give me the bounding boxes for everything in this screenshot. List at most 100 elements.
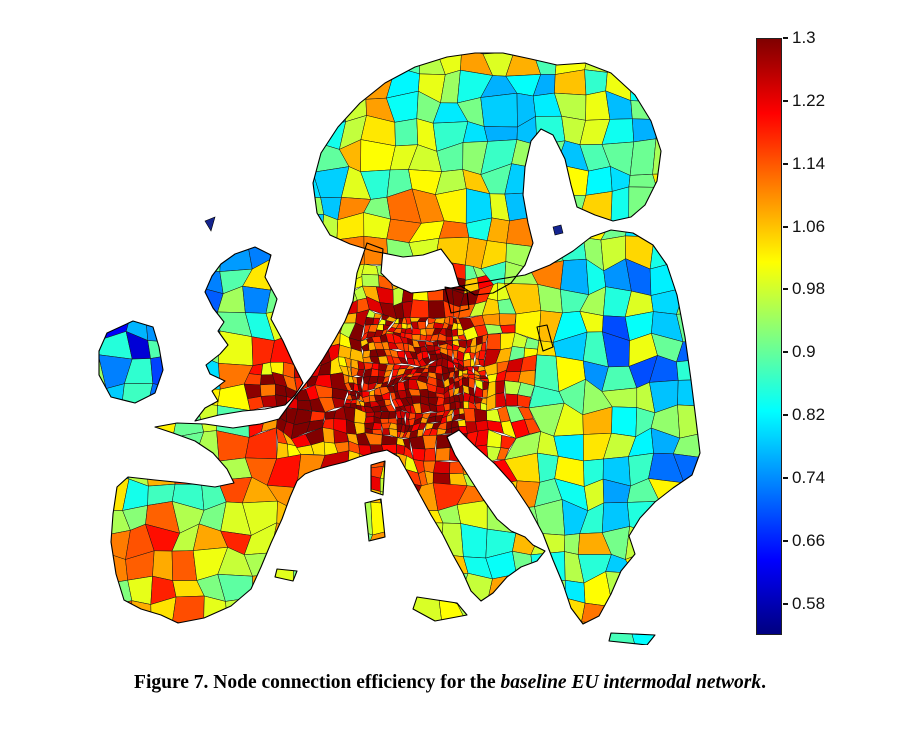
map-region-cell bbox=[122, 90, 150, 124]
map-region-cell bbox=[225, 597, 253, 624]
map-region-cell bbox=[339, 625, 372, 645]
map-region-cell bbox=[315, 305, 333, 319]
map-region-cell bbox=[193, 166, 229, 200]
map-region-cell bbox=[409, 575, 444, 597]
caption-text-suffix: . bbox=[761, 672, 766, 693]
map-region-cell bbox=[629, 66, 661, 103]
map-region-cell bbox=[724, 73, 755, 98]
map-region-cell bbox=[435, 259, 453, 277]
map-region-cell bbox=[388, 264, 404, 278]
map-region-cell bbox=[395, 406, 403, 412]
map-region-cell bbox=[242, 285, 271, 314]
map-region-cell bbox=[344, 577, 369, 607]
map-region-cell bbox=[289, 121, 317, 145]
map-region-cell bbox=[227, 622, 250, 645]
map-region-cell bbox=[217, 53, 253, 72]
map-region-cell bbox=[99, 403, 105, 440]
sardinia-outline bbox=[364, 498, 386, 542]
map-region-cell bbox=[721, 387, 753, 409]
map-region-cell bbox=[373, 313, 383, 319]
map-region-cell bbox=[529, 580, 566, 601]
map-region-cell bbox=[391, 275, 404, 291]
map-region-cell bbox=[425, 271, 444, 286]
map-region-cell bbox=[216, 119, 251, 145]
mallorca-outline bbox=[274, 568, 298, 582]
map-region-cell bbox=[461, 53, 485, 55]
map-region-cell bbox=[703, 117, 732, 145]
map-region-cell bbox=[699, 428, 700, 459]
map-region-cell bbox=[480, 92, 518, 128]
map-region-cell bbox=[653, 211, 674, 243]
map-region-cell bbox=[344, 382, 352, 391]
map-region-cell bbox=[390, 594, 413, 629]
map-region-cell bbox=[304, 312, 317, 327]
map-region-cell bbox=[55, 146, 85, 168]
map-region-cell bbox=[390, 480, 409, 496]
colorbar-tick-label: 0.58 bbox=[792, 593, 826, 613]
map-region-cell bbox=[122, 623, 154, 645]
map-region-cell bbox=[652, 548, 679, 577]
map-region-cell bbox=[124, 242, 158, 272]
map-region-cell bbox=[178, 138, 203, 170]
map-region-cell bbox=[458, 413, 466, 420]
map-region-cell bbox=[411, 334, 421, 341]
map-region-cell bbox=[625, 218, 661, 238]
map-region-cell bbox=[505, 393, 519, 407]
map-region-cell bbox=[173, 115, 203, 149]
map-region-cell bbox=[391, 356, 403, 365]
map-region-cell bbox=[707, 571, 728, 602]
map-region-cell bbox=[216, 95, 252, 122]
colorbar-tick-label: 1.06 bbox=[792, 216, 826, 236]
map-region-cell bbox=[363, 627, 392, 645]
map-region-cell bbox=[461, 461, 477, 475]
map-region-cell bbox=[201, 330, 221, 364]
map-region-cell bbox=[697, 140, 700, 170]
map-region-cell bbox=[585, 166, 613, 196]
map-region-cell bbox=[699, 311, 700, 344]
map-region-cell bbox=[247, 119, 273, 147]
map-region-cell bbox=[698, 477, 700, 511]
colorbar-tick-label: 1.3 bbox=[792, 28, 816, 47]
map-region-cell bbox=[483, 126, 518, 142]
map-region-cell bbox=[675, 595, 700, 624]
map-region-cell bbox=[318, 397, 336, 413]
map-region-cell bbox=[272, 53, 295, 55]
map-region-cell bbox=[606, 27, 635, 49]
map-region-cell bbox=[99, 625, 103, 645]
map-region-cell bbox=[675, 482, 700, 511]
map-region-cell bbox=[697, 72, 700, 98]
map-region-cell bbox=[394, 118, 419, 147]
map-region-cell bbox=[506, 599, 534, 629]
map-region-cell bbox=[625, 526, 654, 560]
map-region-cell bbox=[481, 313, 501, 326]
map-region-cell bbox=[99, 101, 108, 126]
map-region-cell bbox=[99, 289, 107, 319]
map-region-cell bbox=[435, 236, 470, 266]
map-region-cell bbox=[174, 263, 205, 289]
map-region-cell bbox=[749, 98, 755, 123]
map-region-cell bbox=[127, 169, 156, 200]
map-region-cell bbox=[345, 279, 356, 296]
map-region-cell bbox=[240, 169, 274, 199]
map-region-cell bbox=[339, 642, 365, 645]
map-region-cell bbox=[560, 258, 589, 295]
map-region-cell bbox=[55, 408, 84, 438]
map-region-cell bbox=[99, 72, 127, 104]
map-region-cell bbox=[413, 273, 430, 284]
map-region-cell bbox=[478, 350, 486, 360]
map-region-cell bbox=[440, 522, 464, 557]
map-region-cell bbox=[121, 150, 156, 172]
map-region-cell bbox=[727, 238, 753, 261]
map-region-cell bbox=[558, 25, 589, 50]
map-region-cell bbox=[536, 140, 566, 169]
map-region-cell bbox=[652, 621, 684, 645]
map-region-cell bbox=[264, 621, 302, 645]
map-region-cell bbox=[704, 238, 733, 261]
map-region-cell bbox=[732, 97, 755, 125]
map-region-cell bbox=[533, 25, 560, 52]
map-region-cell bbox=[177, 388, 199, 415]
map-region-cell bbox=[361, 382, 369, 392]
map-region-cell bbox=[55, 125, 85, 147]
map-region-cell bbox=[178, 73, 204, 99]
map-region-cell bbox=[676, 552, 700, 578]
